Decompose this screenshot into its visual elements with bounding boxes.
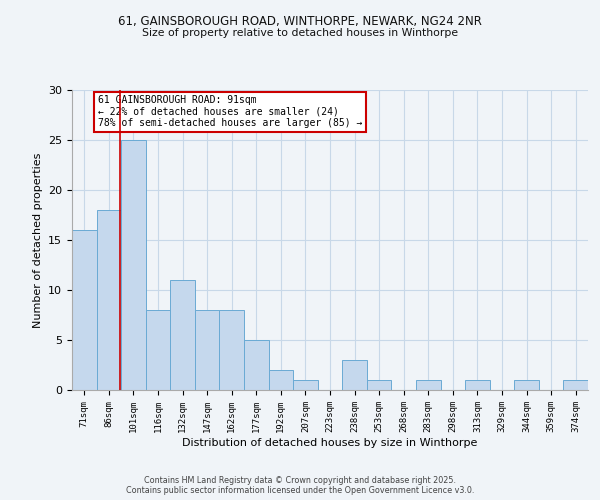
- Bar: [342, 360, 367, 390]
- Y-axis label: Number of detached properties: Number of detached properties: [32, 152, 43, 328]
- Text: Contains HM Land Registry data © Crown copyright and database right 2025.
Contai: Contains HM Land Registry data © Crown c…: [126, 476, 474, 495]
- Bar: [220, 310, 244, 390]
- Bar: [97, 210, 121, 390]
- X-axis label: Distribution of detached houses by size in Winthorpe: Distribution of detached houses by size …: [182, 438, 478, 448]
- Bar: [416, 380, 440, 390]
- Bar: [121, 140, 146, 390]
- Bar: [195, 310, 220, 390]
- Bar: [514, 380, 539, 390]
- Bar: [170, 280, 195, 390]
- Text: Size of property relative to detached houses in Winthorpe: Size of property relative to detached ho…: [142, 28, 458, 38]
- Bar: [244, 340, 269, 390]
- Bar: [465, 380, 490, 390]
- Bar: [146, 310, 170, 390]
- Bar: [563, 380, 588, 390]
- Bar: [269, 370, 293, 390]
- Text: 61, GAINSBOROUGH ROAD, WINTHORPE, NEWARK, NG24 2NR: 61, GAINSBOROUGH ROAD, WINTHORPE, NEWARK…: [118, 15, 482, 28]
- Bar: [72, 230, 97, 390]
- Text: 61 GAINSBOROUGH ROAD: 91sqm
← 22% of detached houses are smaller (24)
78% of sem: 61 GAINSBOROUGH ROAD: 91sqm ← 22% of det…: [98, 95, 362, 128]
- Bar: [293, 380, 318, 390]
- Bar: [367, 380, 391, 390]
